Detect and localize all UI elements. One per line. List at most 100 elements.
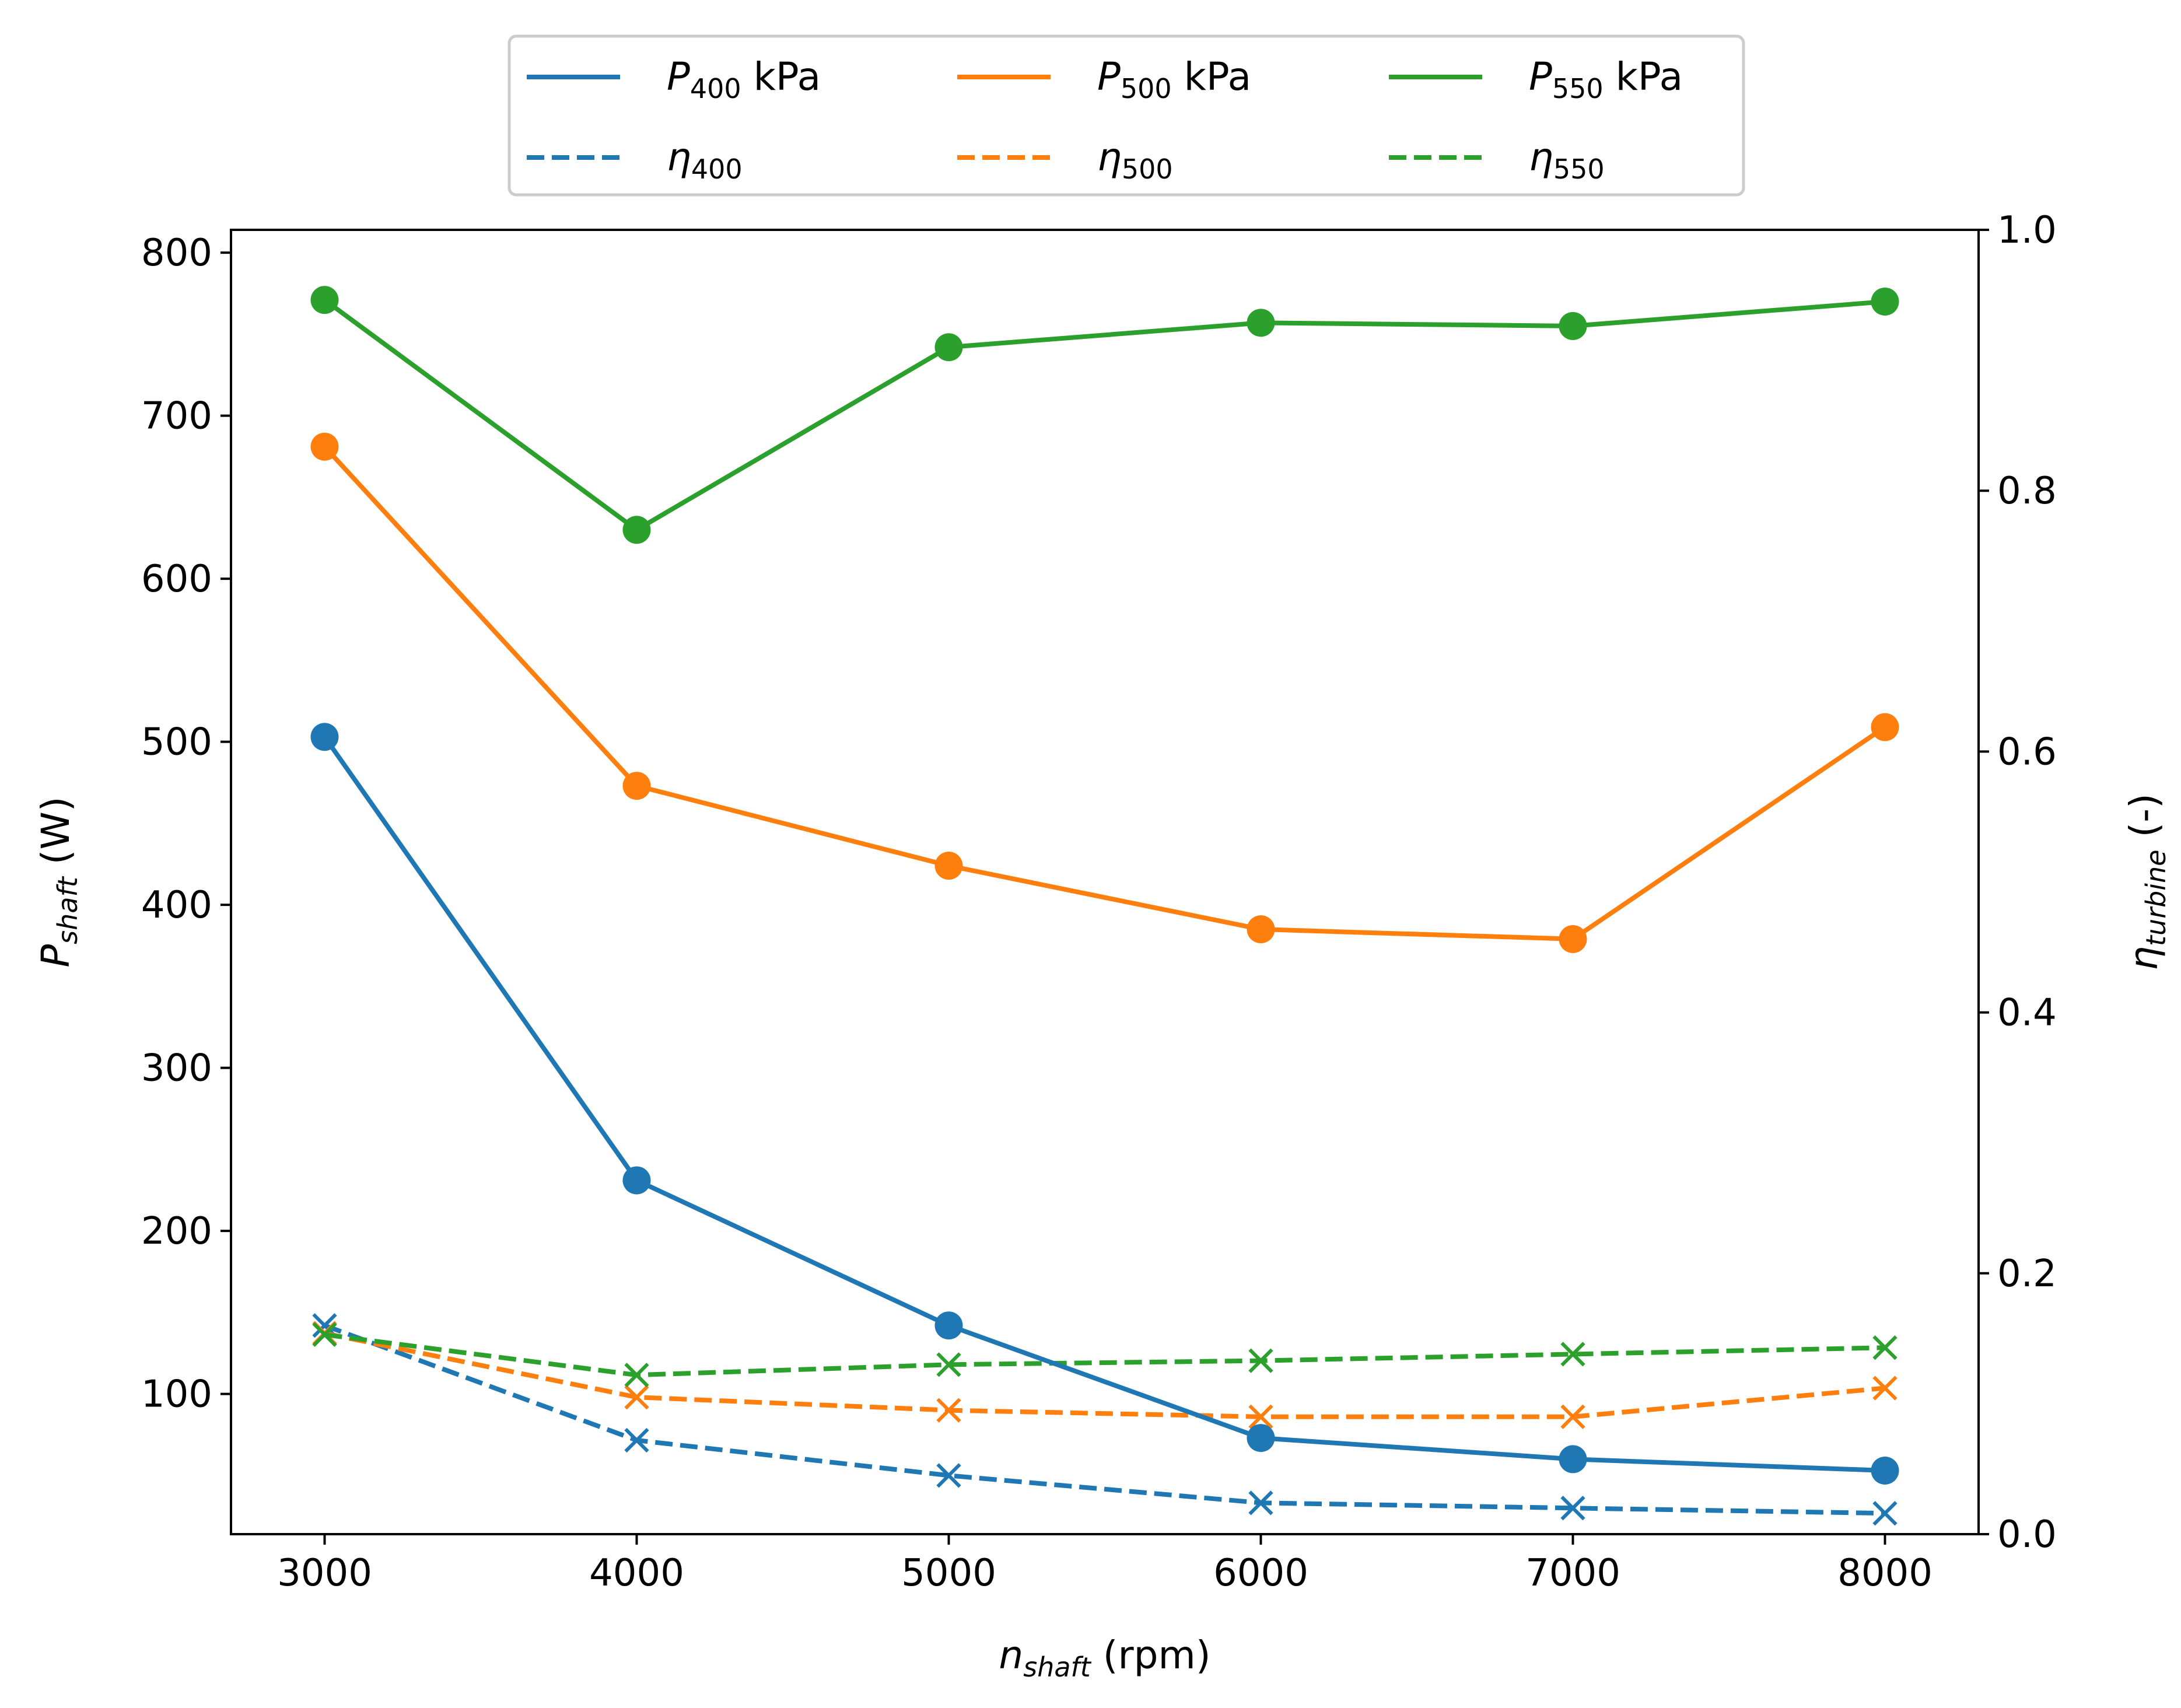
data-point bbox=[1247, 309, 1275, 337]
data-point bbox=[1872, 1501, 1898, 1526]
x-axis: 3000 4000 5000 6000 7000 8000 bbox=[277, 1534, 1933, 1595]
data-point bbox=[622, 1166, 651, 1195]
data-point-stroke-b bbox=[624, 1427, 649, 1453]
legend-label: η550 bbox=[1529, 135, 1605, 185]
series-line bbox=[324, 1332, 1885, 1378]
data-point bbox=[622, 516, 651, 544]
data-point bbox=[936, 1398, 961, 1423]
y-right-tick-label: 0.8 bbox=[1997, 470, 2057, 513]
data-point bbox=[624, 1427, 649, 1453]
series-line bbox=[324, 1323, 1885, 1516]
series-line bbox=[324, 1331, 1885, 1419]
data-point-stroke-b bbox=[936, 1463, 961, 1488]
data-point bbox=[934, 333, 963, 362]
data-point bbox=[1559, 925, 1587, 953]
series-P400 bbox=[310, 723, 1899, 1485]
data-point bbox=[310, 286, 339, 314]
y-right-tick-label: 1.0 bbox=[1997, 209, 2057, 252]
series-eta400 bbox=[312, 1313, 1898, 1526]
y-right-tick-label: 0.0 bbox=[1997, 1513, 2057, 1556]
data-point bbox=[934, 1311, 963, 1340]
series-line bbox=[323, 735, 1885, 1473]
data-point bbox=[1559, 312, 1587, 340]
y-axis-right: 0.0 0.2 0.4 0.6 0.8 1.0 bbox=[1979, 209, 2057, 1556]
y-left-tick-label: 500 bbox=[141, 721, 212, 764]
data-point-stroke-b bbox=[1872, 1335, 1898, 1360]
data-point-stroke-b bbox=[312, 1313, 337, 1338]
data-point bbox=[1247, 1424, 1275, 1452]
data-point-stroke-b bbox=[624, 1385, 649, 1410]
data-point bbox=[936, 1463, 961, 1488]
y-left-tick-label: 400 bbox=[141, 884, 212, 927]
data-point-stroke-b bbox=[1560, 1496, 1585, 1521]
x-tick-label: 4000 bbox=[589, 1552, 684, 1595]
legend: P400 kPa η400 P500 kPa η500 P550 kPa η550 bbox=[507, 34, 1745, 197]
series-P550 bbox=[310, 286, 1899, 544]
y-left-tick-label: 700 bbox=[141, 395, 212, 438]
data-point-stroke-b bbox=[624, 1363, 649, 1388]
series-P500 bbox=[310, 432, 1899, 953]
y-left-tick-label: 300 bbox=[141, 1047, 212, 1090]
legend-label: η400 bbox=[667, 135, 743, 185]
x-tick-label: 3000 bbox=[277, 1552, 372, 1595]
data-point-stroke-b bbox=[1248, 1490, 1273, 1516]
data-point bbox=[934, 852, 963, 880]
data-point-stroke-b bbox=[1248, 1348, 1273, 1373]
data-point bbox=[1248, 1348, 1273, 1373]
y-left-tick-label: 800 bbox=[141, 232, 212, 275]
data-point bbox=[1248, 1490, 1273, 1516]
data-point bbox=[624, 1363, 649, 1388]
legend-entry: P550 kPa bbox=[1389, 54, 1683, 104]
data-point bbox=[1560, 1342, 1585, 1367]
plot-area bbox=[310, 286, 1899, 1526]
y-right-tick-label: 0.2 bbox=[1997, 1252, 2057, 1296]
x-tick-label: 5000 bbox=[901, 1552, 996, 1595]
x-tick-label: 6000 bbox=[1213, 1552, 1308, 1595]
axes-frame bbox=[230, 229, 1980, 1535]
y-left-tick-label: 100 bbox=[141, 1373, 212, 1416]
x-axis-label: nshaft (rpm) bbox=[999, 1633, 1210, 1683]
legend-label: η500 bbox=[1097, 135, 1173, 185]
data-point bbox=[622, 772, 651, 800]
series-line bbox=[323, 445, 1886, 942]
legend-label: P550 kPa bbox=[1529, 54, 1683, 104]
legend-label: P500 kPa bbox=[1097, 54, 1251, 104]
data-point-stroke-b bbox=[1560, 1342, 1585, 1367]
data-point bbox=[1560, 1404, 1585, 1429]
y-axis-left-label: Pshaft (W) bbox=[33, 796, 83, 967]
legend-entry: η500 bbox=[957, 135, 1173, 185]
data-point-stroke-b bbox=[312, 1322, 337, 1348]
data-point-stroke-b bbox=[1872, 1376, 1898, 1401]
legend-entry: P400 kPa bbox=[527, 54, 821, 104]
legend-entry: η400 bbox=[527, 135, 743, 185]
x-tick-label: 8000 bbox=[1837, 1552, 1933, 1595]
x-tick-label: 7000 bbox=[1525, 1552, 1620, 1595]
data-point-stroke-b bbox=[936, 1352, 961, 1377]
data-point bbox=[1871, 287, 1899, 316]
y-left-tick-label: 600 bbox=[141, 558, 212, 601]
y-axis-right-label: ηturbine (-) bbox=[2122, 793, 2172, 971]
data-point bbox=[1872, 1335, 1898, 1360]
data-point bbox=[1560, 1496, 1585, 1521]
legend-entry: P500 kPa bbox=[957, 54, 1251, 104]
data-point bbox=[1247, 915, 1275, 944]
y-right-tick-label: 0.4 bbox=[1997, 992, 2057, 1035]
data-point bbox=[1872, 1376, 1898, 1401]
data-point bbox=[936, 1352, 961, 1377]
data-point bbox=[1871, 713, 1899, 741]
y-right-tick-label: 0.6 bbox=[1997, 730, 2057, 774]
data-point-stroke-b bbox=[1560, 1404, 1585, 1429]
data-point bbox=[1871, 1456, 1899, 1485]
data-point bbox=[624, 1385, 649, 1410]
data-point-stroke-b bbox=[1248, 1404, 1273, 1429]
data-point-stroke-b bbox=[936, 1398, 961, 1423]
data-point bbox=[1559, 1445, 1587, 1474]
data-point bbox=[1248, 1404, 1273, 1429]
data-point-stroke-b bbox=[1872, 1501, 1898, 1526]
data-point bbox=[310, 432, 339, 461]
data-point bbox=[312, 1322, 337, 1348]
legend-entry: η550 bbox=[1389, 135, 1605, 185]
series-line bbox=[323, 298, 1885, 533]
